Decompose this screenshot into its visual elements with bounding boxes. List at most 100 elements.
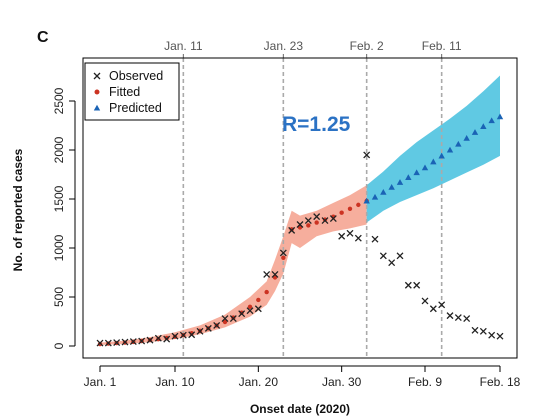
predicted-point — [471, 129, 479, 135]
x-tick-label: Feb. 9 — [408, 375, 442, 389]
observed-point — [363, 151, 371, 159]
legend-observed-marker — [93, 72, 101, 80]
axes: 0 500 1000 1500 2000 2500 Jan. 1 Jan. 10 Jan. 20… — [52, 87, 521, 389]
fitted-point — [164, 335, 169, 341]
fitted-point — [356, 202, 361, 208]
panel-label: C — [37, 29, 49, 46]
y-tick-label: 1000 — [52, 234, 66, 261]
legend: Observed Fitted Predicted — [84, 62, 180, 121]
reference-line-label: Feb. 2 — [350, 39, 384, 53]
observed-point — [496, 332, 504, 340]
observed-point — [188, 331, 196, 339]
observed-point — [196, 327, 204, 335]
fitted-point — [264, 289, 269, 295]
fitted-point — [347, 206, 353, 211]
y-tick-label: 2000 — [52, 136, 66, 163]
observed-point — [279, 249, 287, 257]
observed-point — [479, 327, 487, 335]
x-tick-label: Feb. 18 — [480, 375, 521, 389]
observed-point — [121, 338, 129, 346]
fitted-point — [289, 227, 294, 232]
legend-predicted-marker — [93, 104, 101, 111]
reference-lines: Jan. 11 Jan. 23 Feb. 2 Feb. 11 — [164, 39, 462, 358]
observed-point — [438, 301, 446, 309]
predicted-confidence-band — [366, 75, 500, 223]
observed-point — [338, 232, 346, 240]
reference-line-label: Feb. 11 — [422, 39, 462, 53]
predicted-point — [430, 158, 437, 165]
observed-point — [379, 252, 387, 260]
predicted-point — [446, 146, 454, 153]
x-tick-label: Jan. 1 — [84, 375, 117, 389]
observed-point — [329, 215, 337, 223]
observed-point — [288, 226, 296, 234]
observed-point — [304, 217, 312, 225]
predicted-point — [480, 123, 487, 130]
fitted-confidence-band — [100, 185, 367, 346]
x-tick-label: Jan. 30 — [322, 375, 362, 389]
x-tick-label: Jan. 10 — [155, 375, 195, 389]
observed-point — [138, 337, 146, 345]
plot-frame — [82, 57, 518, 359]
observed-point — [254, 305, 262, 313]
observed-point — [179, 331, 187, 339]
predicted-point — [438, 152, 445, 159]
fitted-point — [239, 310, 244, 315]
fitted-point — [314, 220, 319, 225]
y-tick-label: 500 — [52, 287, 66, 307]
fitted-point — [156, 336, 161, 342]
reference-line-label: Jan. 11 — [164, 39, 203, 53]
observed-point — [388, 259, 396, 267]
observed-point — [263, 271, 271, 278]
predicted-point — [455, 140, 462, 147]
observed-point — [354, 234, 362, 242]
predicted-point — [405, 174, 412, 180]
fitted-point — [97, 341, 103, 347]
observed-point — [96, 339, 104, 347]
fitted-point — [231, 315, 236, 320]
predicted-point — [371, 193, 379, 200]
observed-point — [238, 310, 246, 318]
legend-label: Fitted — [109, 85, 140, 99]
y-tick-label: 1500 — [52, 185, 66, 212]
predicted-point — [396, 179, 404, 185]
observed-point — [296, 221, 304, 228]
observed-point — [221, 315, 229, 323]
x-tick-label: Jan. 20 — [239, 375, 279, 389]
y-axis-title: No. of reported cases — [11, 148, 25, 271]
predicted-point — [488, 117, 495, 124]
r-value-annotation: R=1.25 — [282, 113, 351, 136]
observed-point — [471, 326, 479, 334]
observed-point — [104, 339, 112, 347]
legend-label: Observed — [109, 69, 163, 83]
predicted-point — [413, 169, 420, 176]
observed-point — [446, 312, 454, 320]
fitted-point — [281, 255, 286, 260]
y-tick-label: 2500 — [52, 87, 66, 114]
predicted-point — [363, 197, 370, 204]
predicted-point — [421, 164, 429, 171]
observed-point — [396, 252, 404, 260]
reference-line-label: Jan. 23 — [264, 39, 304, 53]
fitted-point — [222, 319, 228, 325]
observed-point — [429, 305, 437, 313]
y-tick-label: 0 — [52, 342, 66, 349]
observed-point — [463, 315, 471, 323]
observed-point — [371, 235, 379, 243]
observed-point — [488, 331, 496, 339]
legend-box — [84, 62, 180, 121]
observed-point — [229, 315, 237, 323]
observed-point — [421, 297, 429, 305]
observed-point — [129, 338, 137, 346]
observed-point — [246, 307, 254, 315]
observed-point — [454, 314, 462, 322]
observed-point — [213, 321, 221, 329]
observed-point — [163, 335, 171, 343]
predicted-point — [496, 113, 504, 120]
observed-point — [321, 217, 329, 225]
legend-fitted-marker — [94, 89, 100, 95]
fitted-point — [247, 304, 253, 309]
observed-point — [313, 213, 321, 221]
fitted-point — [339, 210, 344, 215]
